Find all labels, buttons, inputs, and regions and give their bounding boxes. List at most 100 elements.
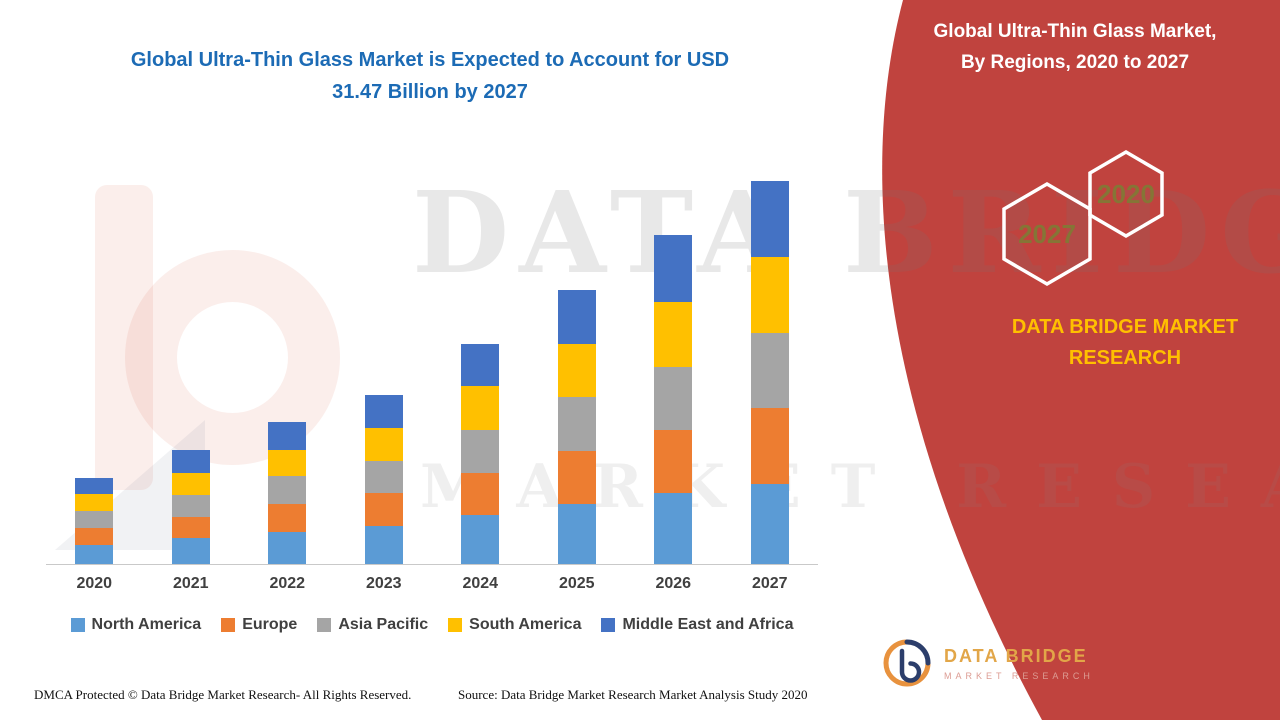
segment-2021-middle-east-and-africa xyxy=(171,449,210,473)
side-panel-title-line2: By Regions, 2020 to 2027 xyxy=(960,52,1190,73)
segment-2027-south-america xyxy=(750,257,789,333)
stacked-bar-2023 xyxy=(364,394,403,564)
segment-2021-south-america xyxy=(171,472,210,495)
x-axis-label-2026: 2026 xyxy=(655,575,692,592)
x-axis-label-2024: 2024 xyxy=(462,575,499,592)
segment-2027-north-america xyxy=(750,483,789,564)
legend-item-asia-pacific: Asia Pacific xyxy=(317,616,428,634)
legend-swatch-middle-east-and-africa xyxy=(601,618,616,632)
company-logo-text: DATA BRIDGE MARKET RESEARCH xyxy=(944,646,1094,681)
segment-2022-south-america xyxy=(268,449,307,477)
bar-column-2024 xyxy=(432,180,529,564)
segment-2026-asia-pacific xyxy=(654,366,693,431)
legend-item-south-america: South America xyxy=(448,616,581,634)
segment-2022-europe xyxy=(268,504,307,533)
segment-2023-asia-pacific xyxy=(364,460,403,494)
segment-2025-asia-pacific xyxy=(557,397,596,451)
segment-2023-middle-east-and-africa xyxy=(364,394,403,428)
dmca-notice: DMCA Protected © Data Bridge Market Rese… xyxy=(34,687,412,702)
segment-2021-europe xyxy=(171,516,210,539)
legend-label-south-america: South America xyxy=(469,616,582,633)
chart-legend: North America Europe Asia Pacific South Ame… xyxy=(46,616,818,634)
legend-item-middle-east-and-africa: Middle East and Africa xyxy=(601,616,793,634)
legend-swatch-europe xyxy=(221,618,236,632)
x-axis-label-2022: 2022 xyxy=(269,575,306,592)
x-axis-label-2025: 2025 xyxy=(558,575,595,592)
company-logo: DATA BRIDGE MARKET RESEARCH xyxy=(882,638,1094,688)
bar-column-2023 xyxy=(336,180,433,564)
segment-2024-europe xyxy=(461,472,500,516)
segment-2020-north-america xyxy=(75,544,114,564)
segment-2020-asia-pacific xyxy=(75,510,114,528)
side-panel-brand: DATA BRIDGE MARKET RESEARCH xyxy=(955,312,1280,374)
segment-2026-north-america xyxy=(654,493,693,564)
segment-2024-asia-pacific xyxy=(461,430,500,473)
company-logo-icon xyxy=(883,639,931,687)
bar-column-2027 xyxy=(722,180,819,564)
chart-title-line1: Global Ultra-Thin Glass Market is Expect… xyxy=(130,49,730,71)
chart-title-line2: 31.47 Billion by 2027 xyxy=(332,81,528,103)
year-hexagons: 2027 2020 xyxy=(1002,149,1164,287)
hexagon-year-2027: 2027 xyxy=(1018,219,1076,249)
source-note: Source: Data Bridge Market Research Mark… xyxy=(458,687,808,702)
company-logo-title: DATA BRIDGE xyxy=(944,645,1088,666)
segment-2022-middle-east-and-africa xyxy=(268,421,307,450)
side-panel-brand-line2: RESEARCH xyxy=(1068,347,1182,369)
segment-2026-europe xyxy=(654,430,693,494)
bar-column-2020 xyxy=(46,180,143,564)
segment-2027-asia-pacific xyxy=(750,332,789,409)
bar-column-2026 xyxy=(625,180,722,564)
segment-2025-europe xyxy=(557,450,596,505)
legend-label-north-america: North America xyxy=(91,616,202,633)
hexagon-2020 xyxy=(1088,149,1164,239)
legend-item-north-america: North America xyxy=(70,616,202,634)
segment-2020-europe xyxy=(75,527,114,545)
segment-2024-south-america xyxy=(461,386,500,431)
bar-column-2022 xyxy=(239,180,336,564)
legend-swatch-asia-pacific xyxy=(317,618,332,632)
stacked-bar-2024 xyxy=(461,343,500,564)
segment-2021-north-america xyxy=(171,538,210,564)
stacked-bar-plot xyxy=(46,180,818,565)
x-axis-label-2027: 2027 xyxy=(751,575,788,592)
segment-2026-south-america xyxy=(654,302,693,367)
stacked-bar-2026 xyxy=(654,235,693,564)
segment-2020-middle-east-and-africa xyxy=(75,477,114,494)
segment-2023-south-america xyxy=(364,427,403,461)
segment-2025-north-america xyxy=(557,504,596,564)
segment-2027-middle-east-and-africa xyxy=(750,180,789,258)
bar-column-2021 xyxy=(143,180,240,564)
stacked-bar-2020 xyxy=(75,477,114,564)
side-panel-title-line1: Global Ultra-Thin Glass Market, xyxy=(933,21,1217,42)
segment-2023-north-america xyxy=(364,526,403,564)
legend-label-europe: Europe xyxy=(242,616,298,633)
legend-swatch-north-america xyxy=(70,618,85,632)
segment-2025-middle-east-and-africa xyxy=(557,290,596,344)
legend-label-asia-pacific: Asia Pacific xyxy=(338,616,429,633)
x-axis-label-2020: 2020 xyxy=(76,575,113,592)
segment-2025-south-america xyxy=(557,343,596,398)
hexagon-year-2020: 2020 xyxy=(1097,179,1155,209)
segment-2022-north-america xyxy=(268,532,307,564)
legend-item-europe: Europe xyxy=(221,616,297,634)
legend-label-middle-east-and-africa: Middle East and Africa xyxy=(622,616,794,633)
segment-2027-europe xyxy=(750,408,789,484)
stacked-bar-2025 xyxy=(557,290,596,564)
stacked-bar-2021 xyxy=(171,449,210,564)
x-axis-label-2023: 2023 xyxy=(365,575,402,592)
side-panel-brand-line1: DATA BRIDGE MARKET xyxy=(1011,316,1239,338)
segment-2023-europe xyxy=(364,493,403,527)
segment-2026-middle-east-and-africa xyxy=(654,235,693,303)
legend-swatch-south-america xyxy=(448,618,463,632)
side-panel-title: Global Ultra-Thin Glass Market, By Regio… xyxy=(895,16,1255,78)
segment-2022-asia-pacific xyxy=(268,476,307,505)
segment-2024-north-america xyxy=(461,515,500,564)
segment-2020-south-america xyxy=(75,493,114,511)
segment-2024-middle-east-and-africa xyxy=(461,343,500,387)
company-logo-subtitle: MARKET RESEARCH xyxy=(944,670,1094,681)
bar-column-2025 xyxy=(529,180,626,564)
x-axis-labels: 2020 2021 2022 2023 2024 2025 2026 2027 xyxy=(46,575,818,593)
stacked-bar-2027 xyxy=(750,180,789,564)
